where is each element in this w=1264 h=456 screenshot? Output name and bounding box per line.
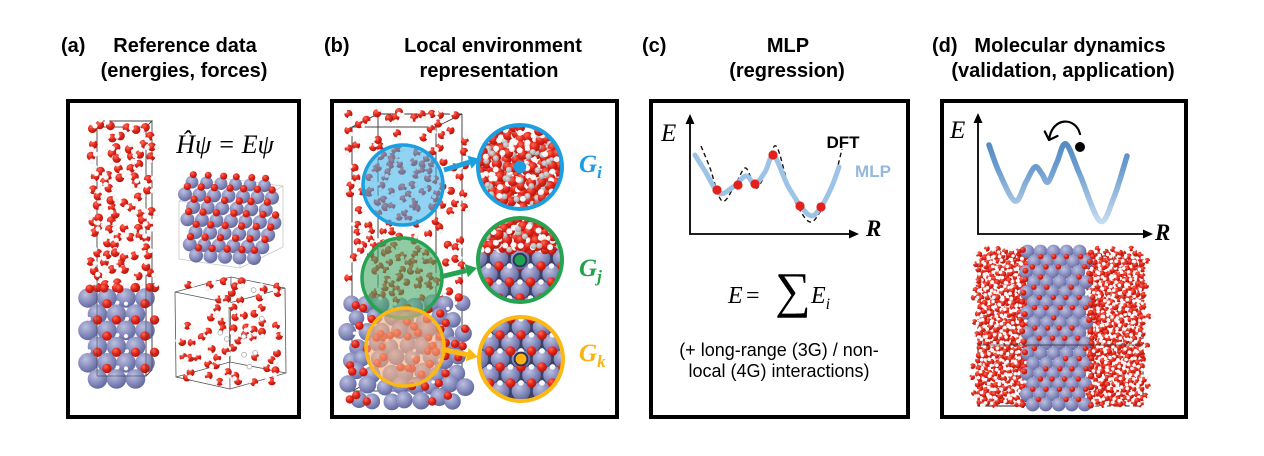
- svg-text:E: E: [660, 120, 676, 147]
- svg-text:(energies, forces): (energies, forces): [101, 60, 268, 82]
- svg-text:=: =: [746, 283, 760, 309]
- svg-text:MLP: MLP: [767, 35, 809, 57]
- svg-text:(+ long-range (3G) / non-: (+ long-range (3G) / non-: [679, 340, 879, 360]
- svg-text:Gk: Gk: [579, 340, 606, 371]
- svg-text:(d): (d): [932, 35, 958, 57]
- svg-text:E: E: [727, 283, 743, 309]
- svg-text:(a): (a): [61, 35, 85, 57]
- svg-text:MLP: MLP: [855, 162, 891, 181]
- svg-text:DFT: DFT: [826, 133, 860, 152]
- svg-text:Reference data: Reference data: [113, 35, 257, 57]
- svg-text:R: R: [865, 216, 881, 241]
- svg-text:representation: representation: [420, 60, 559, 82]
- svg-text:(c): (c): [642, 35, 666, 57]
- svg-text:(b): (b): [324, 35, 350, 57]
- svg-text:Gj: Gj: [579, 255, 602, 286]
- svg-text:(validation, application): (validation, application): [951, 60, 1174, 82]
- svg-text:∑: ∑: [775, 262, 811, 318]
- svg-text:R: R: [1154, 220, 1170, 245]
- svg-text:Local environment: Local environment: [404, 35, 582, 57]
- svg-text:local (4G) interactions): local (4G) interactions): [688, 361, 869, 381]
- svg-text:Molecular dynamics: Molecular dynamics: [974, 35, 1165, 57]
- svg-text:(regression): (regression): [729, 60, 845, 82]
- svg-text:Gi: Gi: [579, 151, 602, 182]
- svg-text:E: E: [949, 117, 965, 144]
- svg-text:Ei: Ei: [810, 283, 830, 313]
- svg-text:Ĥψ = Eψ: Ĥψ = Eψ: [175, 130, 274, 159]
